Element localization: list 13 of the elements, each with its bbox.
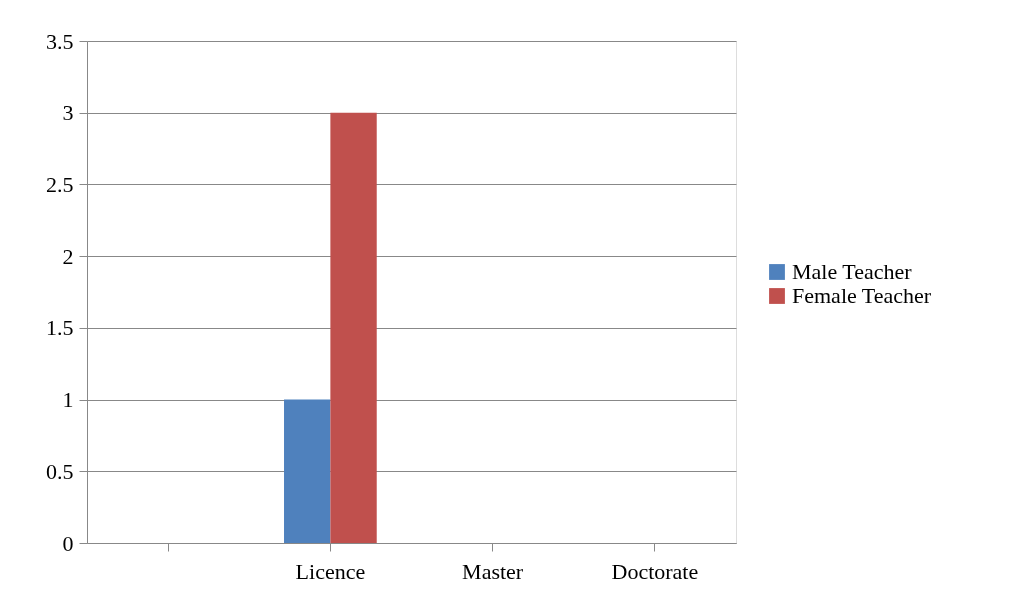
y-tick-label: 0.5 [46, 458, 74, 484]
x-tick-label: Master [462, 558, 524, 584]
y-tick-label: 1.5 [46, 315, 74, 341]
y-tick-label: 0 [62, 530, 74, 556]
y-tick-label: 2 [62, 243, 74, 269]
x-tick-label: Licence [295, 558, 366, 584]
legend-label: Female Teacher [792, 283, 932, 308]
y-tick-label: 3.5 [46, 28, 74, 54]
legend-label: Male Teacher [792, 259, 913, 284]
x-tick-label: Doctorate [611, 558, 699, 584]
y-tick-label: 1 [62, 387, 74, 413]
y-tick-label: 3 [62, 100, 74, 126]
y-tick-label: 2.5 [46, 171, 74, 197]
